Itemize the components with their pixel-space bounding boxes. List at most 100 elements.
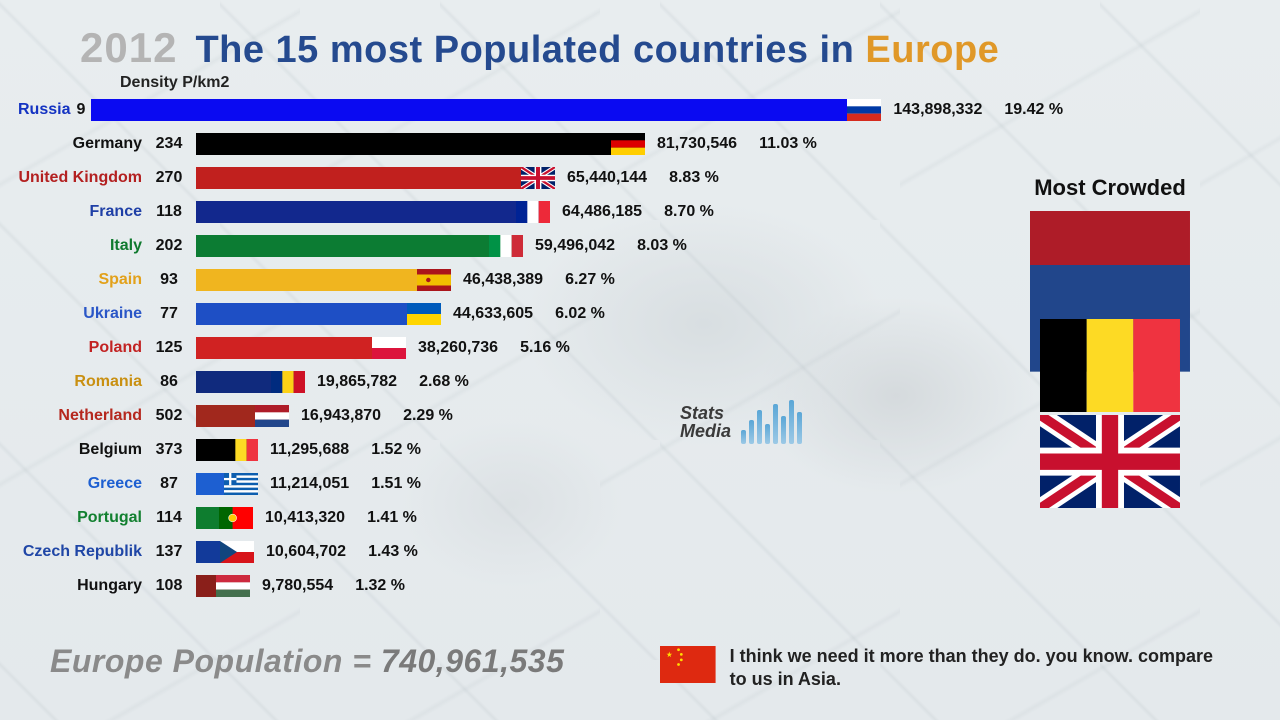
percentage-value: 1.51 % <box>371 475 421 493</box>
bar-wrap <box>91 99 881 121</box>
country-name: Belgium <box>18 441 148 459</box>
bar <box>196 269 451 291</box>
bar-wrap <box>196 303 441 325</box>
population-value: 46,438,389 <box>463 271 543 289</box>
country-name: Germany <box>18 135 148 153</box>
bar <box>196 201 550 223</box>
population-value: 59,496,042 <box>535 237 615 255</box>
bar-wrap <box>196 541 254 563</box>
stats-media-line2: Media <box>680 422 731 440</box>
percentage-value: 1.52 % <box>371 441 421 459</box>
table-row: Italy 202 59,496,042 8.03 % <box>18 232 1018 260</box>
density-value: 373 <box>148 441 190 459</box>
table-row: United Kingdom 270 65,440,144 8.83 % <box>18 164 1018 192</box>
percentage-value: 11.03 % <box>759 135 817 153</box>
population-value: 44,633,605 <box>453 305 533 323</box>
bar-wrap <box>196 507 253 529</box>
percentage-value: 19.42 % <box>1004 101 1063 119</box>
portugal-flag-icon <box>219 507 253 529</box>
table-row: Netherland 502 16,943,870 2.29 % <box>18 402 1018 430</box>
table-row: Russia 9 143,898,332 19.42 % <box>18 96 1018 124</box>
bar-chart: Russia 9 143,898,332 19.42 % Germany 234… <box>18 96 1018 606</box>
density-value: 270 <box>148 169 190 187</box>
percentage-value: 8.70 % <box>664 203 714 221</box>
ukraine-flag-icon <box>407 303 441 325</box>
stats-media-logo: Stats Media <box>680 400 802 444</box>
density-value: 86 <box>148 373 190 391</box>
percentage-value: 8.03 % <box>637 237 687 255</box>
table-row: Czech Republik 137 10,604,702 1.43 % <box>18 538 1018 566</box>
percentage-value: 6.02 % <box>555 305 605 323</box>
bar <box>196 235 523 257</box>
table-row: Romania 86 19,865,782 2.68 % <box>18 368 1018 396</box>
population-value: 143,898,332 <box>893 101 982 119</box>
country-name: Czech Republik <box>18 543 148 561</box>
country-name: Romania <box>18 373 148 391</box>
netherlands_bar2-flag-icon <box>1030 265 1190 313</box>
percentage-value: 1.32 % <box>355 577 405 595</box>
table-row: Ukraine 77 44,633,605 6.02 % <box>18 300 1018 328</box>
country-name: France <box>18 203 148 221</box>
belgium-flag-icon <box>1040 319 1180 409</box>
belgium-flag-icon <box>224 439 258 461</box>
country-name: Ukraine <box>18 305 148 323</box>
population-value: 16,943,870 <box>301 407 381 425</box>
density-value: 137 <box>148 543 190 561</box>
population-value: 65,440,144 <box>567 169 647 187</box>
density-value: 77 <box>148 305 190 323</box>
russia-flag-icon <box>847 99 881 121</box>
country-name: Portugal <box>18 509 148 527</box>
percentage-value: 8.83 % <box>669 169 719 187</box>
percentage-value: 1.41 % <box>367 509 417 527</box>
population-value: 11,214,051 <box>270 475 349 493</box>
bar-wrap <box>196 575 250 597</box>
poland-flag-icon <box>372 337 406 359</box>
table-row: Portugal 114 10,413,320 1.41 % <box>18 504 1018 532</box>
bar-wrap <box>196 371 305 393</box>
population-value: 38,260,736 <box>418 339 498 357</box>
density-value: 118 <box>148 203 190 221</box>
country-name: Russia <box>18 101 76 119</box>
country-name: Italy <box>18 237 148 255</box>
population-value: 19,865,782 <box>317 373 397 391</box>
country-name: Netherland <box>18 407 148 425</box>
population-value: 9,780,554 <box>262 577 333 595</box>
year-label: 2012 <box>80 24 177 72</box>
footer-quote: I think we need it more than they do. yo… <box>660 645 1220 690</box>
table-row: France 118 64,486,185 8.70 % <box>18 198 1018 226</box>
table-row: Spain 93 46,438,389 6.27 % <box>18 266 1018 294</box>
density-value: 234 <box>148 135 190 153</box>
bar-wrap <box>196 235 523 257</box>
bar-wrap <box>196 133 645 155</box>
hungary-flag-icon <box>216 575 250 597</box>
density-value: 93 <box>148 271 190 289</box>
netherlands-flag-icon <box>255 405 289 427</box>
total-value: 740,961,535 <box>381 643 564 679</box>
bar <box>196 303 441 325</box>
percentage-value: 5.16 % <box>520 339 570 357</box>
bar-wrap <box>196 473 258 495</box>
density-value: 9 <box>76 101 85 119</box>
table-row: Germany 234 81,730,546 11.03 % <box>18 130 1018 158</box>
uk-flag-icon <box>1040 415 1180 505</box>
bar <box>91 99 881 121</box>
population-value: 11,295,688 <box>270 441 349 459</box>
stats-media-icon <box>741 400 802 444</box>
uk-flag-icon <box>521 167 555 189</box>
quote-text: I think we need it more than they do. yo… <box>730 645 1220 690</box>
density-value: 125 <box>148 339 190 357</box>
netherlands_bar1-flag-icon <box>1030 211 1190 259</box>
country-name: Spain <box>18 271 148 289</box>
total-label: Europe Population = <box>50 643 381 679</box>
density-value: 87 <box>148 475 190 493</box>
density-value: 202 <box>148 237 190 255</box>
bar-wrap <box>196 337 406 359</box>
country-name: Greece <box>18 475 148 493</box>
bar <box>196 167 555 189</box>
bar-wrap <box>196 167 555 189</box>
germany-flag-icon <box>611 133 645 155</box>
bar-wrap <box>196 439 258 461</box>
title-row: 2012 The 15 most Populated countries in … <box>80 24 999 72</box>
table-row: Greece 87 11,214,051 1.51 % <box>18 470 1018 498</box>
country-name: Hungary <box>18 577 148 595</box>
